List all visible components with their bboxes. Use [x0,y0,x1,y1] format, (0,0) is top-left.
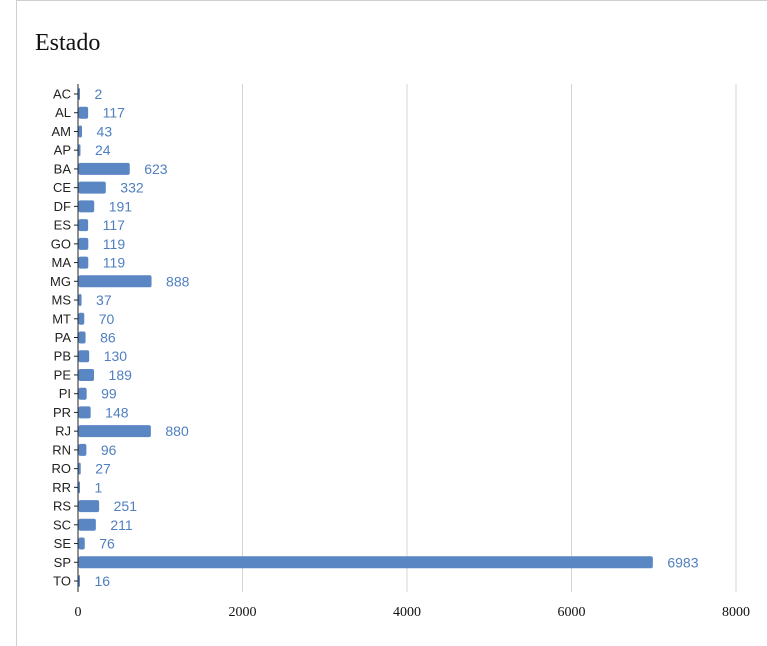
value-label: 96 [101,442,117,458]
bar [78,294,82,307]
bar [78,387,87,400]
value-label: 2 [95,86,103,102]
category-label: RO [52,461,72,476]
bar [78,368,95,381]
bar [78,425,151,438]
x-tick-label: 0 [75,605,82,620]
bar [78,481,80,494]
value-label: 99 [101,386,117,402]
category-label: SE [54,536,72,551]
category-label: PA [55,330,72,345]
bar [78,350,90,363]
bar [78,443,87,456]
value-label: 86 [100,330,116,346]
value-label: 76 [99,536,115,552]
bar [78,275,152,288]
value-label: 119 [103,255,126,271]
x-tick-label: 2000 [229,605,257,620]
category-label: RS [53,499,71,514]
category-label: PR [53,405,71,420]
category-label: CE [53,180,71,195]
category-label: AC [53,87,71,102]
value-label: 117 [103,105,126,121]
category-label: RJ [55,424,71,439]
bar [78,462,81,475]
value-label: 251 [114,498,138,514]
bar [78,575,80,587]
category-label: AP [54,143,71,158]
category-label: PE [54,367,72,382]
value-label: 27 [95,461,111,477]
category-label: RR [52,480,71,495]
value-label: 16 [95,573,111,589]
category-label: ES [54,218,72,233]
bar [78,125,83,138]
category-label: PI [59,386,71,401]
bar [78,537,85,550]
bar [78,518,96,531]
category-label: PB [54,349,71,364]
value-label: 37 [96,292,112,308]
category-label: MG [50,274,71,289]
value-label: 1 [95,479,103,495]
category-label: GO [51,236,71,251]
category-label: TO [53,574,71,589]
bar [78,556,653,569]
category-label: MA [52,255,72,270]
bars: 2117432462333219111711911988837708613018… [78,86,699,589]
category-label: BA [54,161,72,176]
chart-frame [16,0,767,646]
category-label: AL [55,105,71,120]
category-label: SC [53,517,71,532]
chart-title: Estado [35,30,101,56]
x-tick-label: 8000 [722,605,750,620]
value-label: 6983 [667,554,698,570]
value-label: 130 [104,348,128,364]
bar [78,256,89,269]
value-label: 43 [97,123,113,139]
category-label: DF [54,199,71,214]
bar [78,106,89,119]
value-label: 70 [99,311,115,327]
category-label: MS [52,293,72,308]
bar [78,219,89,232]
bar [78,144,81,157]
category-label: RN [52,442,71,457]
x-tick-label: 6000 [558,605,586,620]
value-label: 148 [105,404,129,420]
value-label: 211 [110,517,133,533]
category-label: SP [54,555,71,570]
value-label: 189 [109,367,133,383]
bar [78,406,91,419]
grid-lines [242,84,737,592]
bar [78,312,85,325]
value-label: 117 [103,217,126,233]
value-label: 119 [103,236,126,252]
bar [78,162,130,175]
value-label: 191 [109,198,133,214]
bar [78,331,86,344]
value-label: 623 [144,161,168,177]
value-label: 332 [120,180,144,196]
value-label: 24 [95,142,111,158]
bar [78,200,95,213]
category-label: AM [52,124,72,139]
value-label: 888 [166,273,190,289]
axes: 0 2000 4000 6000 8000 AC AL AM AP BA CE DF ES GO MA MG M… [50,84,750,620]
bar [78,88,80,100]
bar [78,181,106,194]
bar [78,237,89,250]
value-label: 880 [165,423,189,439]
category-label: MT [52,311,71,326]
bar [78,500,100,513]
x-tick-label: 4000 [393,605,421,620]
